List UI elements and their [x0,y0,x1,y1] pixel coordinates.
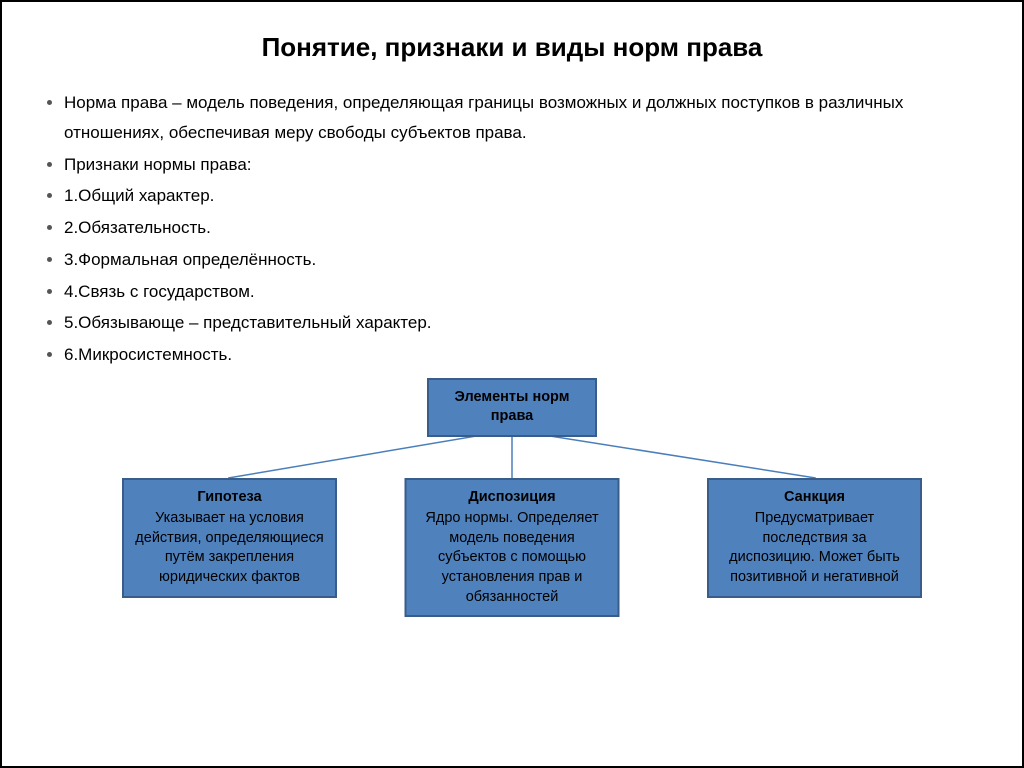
list-item: 4.Связь с государством. [64,277,982,307]
leaf-node-hypothesis: Гипотеза Указывает на условия действия, … [122,478,337,598]
leaf-body: Указывает на условия действия, определяю… [135,510,323,585]
leaf-title: Санкция [719,488,910,508]
list-item: 1.Общий характер. [64,181,982,211]
list-item: 2.Обязательность. [64,213,982,243]
leaf-body: Ядро нормы. Определяет модель поведения … [425,510,598,604]
leaf-body: Предусматривает последствия за диспозици… [729,510,900,585]
list-item: 3.Формальная определённость. [64,245,982,275]
list-item: Признаки нормы права: [64,150,982,180]
root-node: Элементы норм права [427,378,597,437]
leaf-node-disposition: Диспозиция Ядро нормы. Определяет модель… [405,478,620,617]
bullet-list: Норма права – модель поведения, определя… [42,88,982,370]
list-item: Норма права – модель поведения, определя… [64,88,982,148]
diagram: Элементы норм права Гипотеза Указывает н… [42,378,982,658]
leaf-title: Диспозиция [417,488,608,508]
list-item: 5.Обязывающе – представительный характер… [64,308,982,338]
leaf-node-sanction: Санкция Предусматривает последствия за д… [707,478,922,598]
list-item: 6.Микросистемность. [64,340,982,370]
page-title: Понятие, признаки и виды норм права [42,32,982,63]
leaf-title: Гипотеза [134,488,325,508]
